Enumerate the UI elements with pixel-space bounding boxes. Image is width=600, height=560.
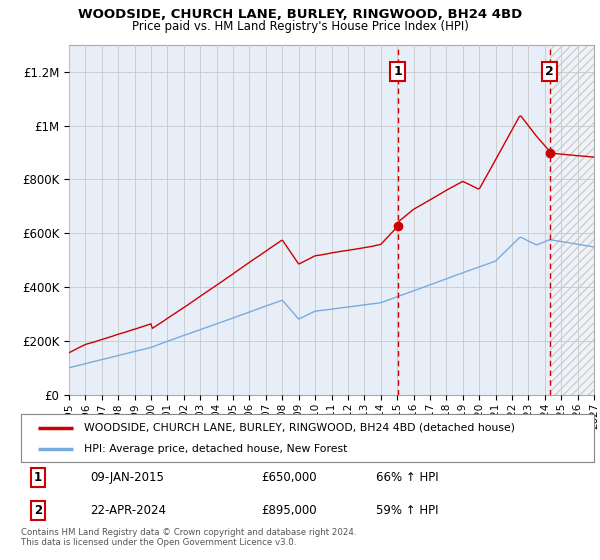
Text: 2: 2 [34,504,42,517]
Text: HPI: Average price, detached house, New Forest: HPI: Average price, detached house, New … [84,444,347,454]
Text: 22-APR-2024: 22-APR-2024 [90,504,166,517]
Text: Price paid vs. HM Land Registry's House Price Index (HPI): Price paid vs. HM Land Registry's House … [131,20,469,32]
Bar [550,45,594,395]
Text: Contains HM Land Registry data © Crown copyright and database right 2024.
This d: Contains HM Land Registry data © Crown c… [21,528,356,547]
Text: 66% ↑ HPI: 66% ↑ HPI [376,471,439,484]
Text: £650,000: £650,000 [262,471,317,484]
Bar [550,45,594,395]
Text: WOODSIDE, CHURCH LANE, BURLEY, RINGWOOD, BH24 4BD (detached house): WOODSIDE, CHURCH LANE, BURLEY, RINGWOOD,… [84,423,515,433]
Text: 59% ↑ HPI: 59% ↑ HPI [376,504,439,517]
Text: £895,000: £895,000 [262,504,317,517]
Text: 2: 2 [545,65,554,78]
Text: 1: 1 [393,65,402,78]
Text: 1: 1 [34,471,42,484]
Text: 09-JAN-2015: 09-JAN-2015 [90,471,164,484]
Text: WOODSIDE, CHURCH LANE, BURLEY, RINGWOOD, BH24 4BD: WOODSIDE, CHURCH LANE, BURLEY, RINGWOOD,… [78,8,522,21]
